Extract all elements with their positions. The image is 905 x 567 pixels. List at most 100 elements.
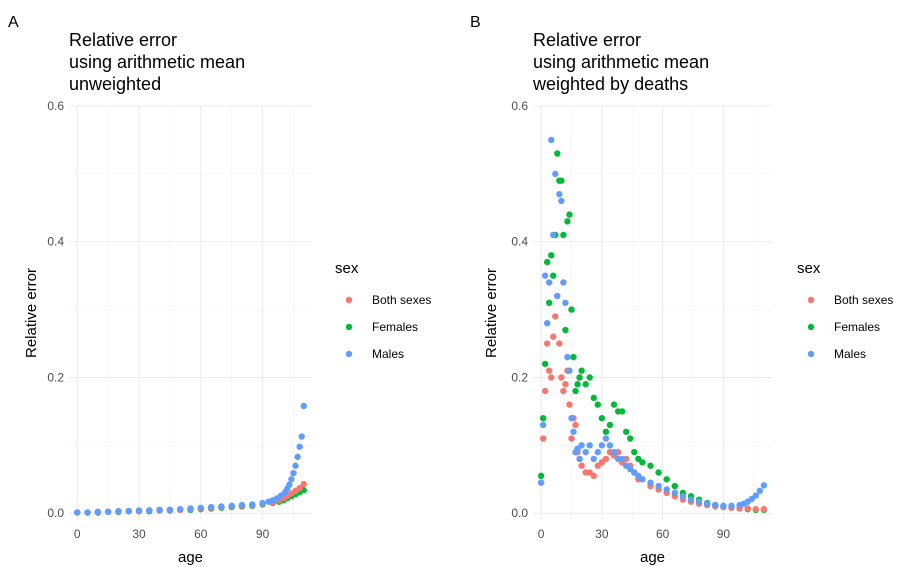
data-point (598, 442, 606, 449)
data-point (578, 442, 585, 449)
legend-key (345, 350, 353, 358)
y-tick-label: 0.6 (511, 99, 528, 113)
data-point (760, 505, 768, 513)
x-tick-label: 60 (194, 527, 208, 541)
x-tick-label: 90 (256, 527, 270, 541)
data-point (590, 455, 597, 463)
data-point (560, 231, 567, 239)
data-point (572, 421, 579, 429)
data-point (300, 480, 307, 488)
series-males (537, 136, 768, 509)
legend: sex Both sexes Females Males (335, 260, 431, 361)
data-point (570, 428, 577, 435)
data-point (558, 197, 565, 205)
data-point (558, 177, 565, 184)
data-point (610, 448, 618, 456)
data-point (562, 326, 569, 334)
legend-key (807, 323, 815, 331)
data-point (703, 500, 711, 507)
legend-label: Both sexes (372, 293, 431, 307)
y-tick-label: 0.2 (511, 370, 528, 384)
data-point (606, 442, 614, 449)
data-point (576, 374, 583, 381)
data-point (537, 472, 545, 480)
data-point (539, 435, 547, 442)
data-point (606, 421, 614, 429)
data-point (564, 353, 571, 361)
data-point (94, 508, 102, 516)
legend-title: sex (335, 260, 359, 277)
legend-key (345, 296, 353, 304)
series-both-sexes (537, 292, 768, 513)
data-point (622, 428, 630, 435)
data-point (546, 367, 553, 374)
data-point (550, 231, 557, 239)
data-point (554, 150, 561, 157)
data-point (259, 499, 266, 507)
data-point (618, 455, 626, 463)
series-males (74, 402, 307, 516)
data-point (590, 472, 597, 480)
data-point (537, 479, 545, 486)
data-point (125, 507, 132, 515)
data-point (594, 401, 602, 408)
data-point (558, 374, 565, 381)
data-point (720, 502, 727, 509)
data-point (296, 484, 303, 492)
data-point (756, 487, 764, 495)
data-points (74, 402, 307, 516)
data-point (554, 292, 561, 300)
data-point (556, 191, 563, 198)
data-point (568, 306, 575, 313)
data-point (562, 381, 569, 388)
data-point (687, 496, 695, 503)
data-point (578, 367, 585, 374)
data-point (238, 501, 246, 509)
data-point (671, 482, 678, 490)
data-point (543, 340, 551, 347)
chart-title-line: unweighted (69, 74, 161, 94)
data-point (556, 340, 563, 347)
data-point (752, 505, 759, 513)
gridlines (533, 105, 772, 520)
data-point (566, 367, 573, 374)
data-point (292, 462, 299, 469)
series-females (537, 150, 768, 514)
x-tick-label: 30 (132, 527, 146, 541)
data-point (663, 476, 670, 483)
data-point (627, 435, 634, 442)
data-point (566, 211, 573, 218)
data-point (590, 394, 597, 402)
data-point (610, 401, 618, 408)
x-tick-label: 30 (595, 527, 609, 541)
data-point (564, 218, 571, 225)
chart-title-line: using arithmetic mean (533, 52, 709, 72)
data-point (655, 469, 662, 476)
data-point (712, 501, 719, 509)
data-point (218, 503, 225, 510)
data-point (166, 506, 174, 514)
data-point (728, 502, 735, 509)
data-point (290, 469, 297, 477)
data-point (631, 448, 638, 456)
y-tick-label: 0.4 (47, 235, 64, 249)
data-point (655, 482, 662, 490)
data-point (594, 448, 602, 456)
data-point (546, 299, 553, 307)
legend-label: Males (834, 347, 866, 361)
y-tick-label: 0.0 (47, 506, 64, 520)
gridlines (69, 105, 312, 520)
chart-title-line: Relative error (533, 30, 641, 50)
panel-tag: B (470, 14, 481, 31)
data-point (679, 493, 687, 500)
legend-label: Males (372, 347, 404, 361)
data-point (598, 414, 606, 422)
legend-key (807, 350, 815, 358)
data-point (586, 374, 593, 381)
data-point (639, 476, 646, 483)
data-point (300, 402, 307, 410)
legend-label: Females (834, 320, 880, 334)
